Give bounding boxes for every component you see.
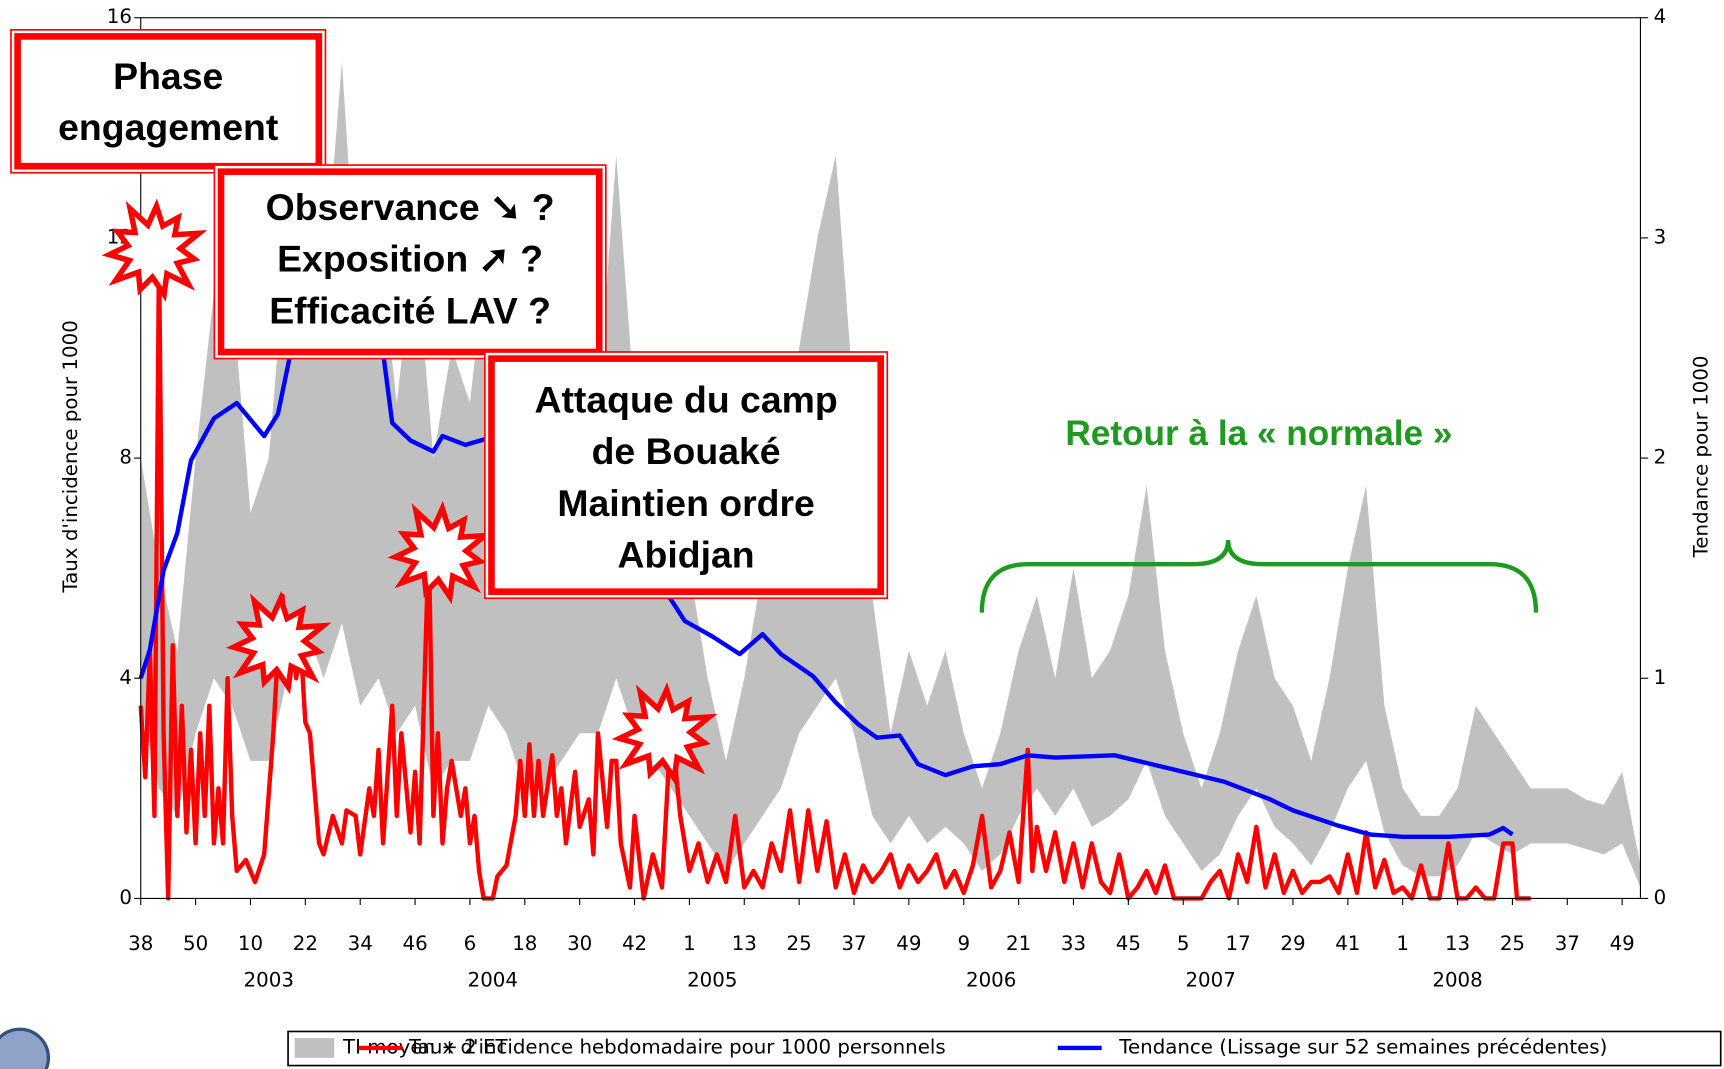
x-tick-label: 33 — [1061, 932, 1086, 955]
overlay: Phase engagement Observance ➘ ? Exposition … — [10, 29, 1539, 786]
x-tick-label: 29 — [1280, 932, 1305, 955]
legend-label: Taux d'incidence hebdomadaire pour 1000 … — [408, 1035, 946, 1058]
starburst — [611, 682, 718, 786]
annotation-text: Observance ➘ ? — [266, 186, 555, 228]
legend-swatch — [294, 1038, 335, 1058]
x-tick-label: 49 — [1610, 932, 1635, 955]
x-tick-label: 49 — [896, 932, 921, 955]
y-tick-label: 0 — [119, 886, 132, 909]
x-tick-label: 30 — [567, 932, 592, 955]
x-group-label: 2005 — [687, 968, 737, 991]
y-tick-label: 4 — [119, 666, 132, 689]
y2-tick-label: 3 — [1654, 225, 1667, 248]
x-tick-label: 9 — [957, 932, 970, 955]
x-tick-label: 17 — [1225, 932, 1250, 955]
x-tick-label: 21 — [1006, 932, 1031, 955]
x-tick-label: 46 — [402, 932, 427, 955]
x-tick-label: 25 — [1500, 932, 1525, 955]
y-tick-label: 16 — [107, 5, 132, 28]
x-tick-label: 37 — [841, 932, 866, 955]
x-group-label: 2003 — [244, 968, 294, 991]
x-group-label: 2007 — [1185, 968, 1235, 991]
x-tick-label: 13 — [732, 932, 757, 955]
x-tick-label: 5 — [1177, 932, 1190, 955]
annotation-text: Efficacité LAV ? — [269, 289, 551, 331]
x-tick-label: 41 — [1335, 932, 1360, 955]
y2-tick-label: 1 — [1654, 666, 1667, 689]
annotation-text: Abidjan — [618, 533, 755, 575]
x-group-label: 2004 — [468, 968, 518, 991]
y2-tick-label: 0 — [1654, 886, 1667, 909]
x-tick-label: 6 — [464, 932, 477, 955]
legend-label: Tendance (Lissage sur 52 semaines précéd… — [1118, 1035, 1607, 1058]
x-tick-label: 38 — [128, 932, 153, 955]
x-tick-label: 1 — [683, 932, 696, 955]
x-tick-label: 45 — [1116, 932, 1141, 955]
x-tick-label: 50 — [183, 932, 208, 955]
x-tick-label: 18 — [512, 932, 537, 955]
annotation-box-inner — [488, 355, 884, 595]
legend-box — [287, 1030, 1722, 1067]
x-tick-label: 13 — [1445, 932, 1470, 955]
x-tick-label: 22 — [293, 932, 318, 955]
x-group-label: 2006 — [966, 968, 1016, 991]
x-tick-label: 25 — [787, 932, 812, 955]
x-group-label: 2008 — [1432, 968, 1482, 991]
y2-tick-label: 4 — [1654, 5, 1667, 28]
x-tick-label: 34 — [348, 932, 373, 955]
legend-label: TI moyen + 2 ET — [342, 1035, 509, 1058]
starburst — [387, 500, 494, 605]
bracket — [979, 539, 1539, 613]
annotation-text: Attaque du camp — [534, 378, 837, 420]
annotation-text: Phase — [113, 55, 223, 97]
annotation-text: Maintien ordre — [557, 482, 815, 524]
starburst — [101, 198, 208, 302]
annotation-text: Exposition ➚ ? — [277, 238, 543, 280]
annotation-box-inner — [217, 168, 603, 356]
series-line — [138, 246, 1514, 839]
annotation-text: de Bouaké — [592, 430, 781, 472]
y2-axis-title: Tendance pour 1000 — [1690, 355, 1713, 558]
band-area — [140, 61, 1641, 888]
annotation-box-inner — [14, 33, 323, 170]
annotation-text: engagement — [58, 106, 278, 148]
y2-tick-label: 2 — [1654, 446, 1667, 469]
starburst — [225, 590, 332, 695]
y-tick-label: 8 — [119, 446, 132, 469]
annotation-text: Retour à la « normale » — [1065, 414, 1452, 453]
x-tick-label: 42 — [622, 932, 647, 955]
x-tick-label: 10 — [238, 932, 263, 955]
y-axis-title: Taux d'incidence pour 1000 — [59, 320, 82, 593]
x-tick-label: 1 — [1396, 932, 1409, 955]
x-tick-label: 37 — [1555, 932, 1580, 955]
logo — [0, 1027, 51, 1069]
